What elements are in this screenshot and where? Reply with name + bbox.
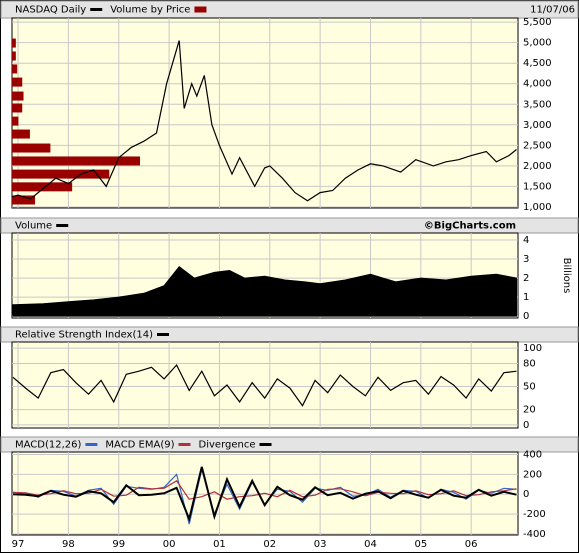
x-tick-label: 99	[112, 539, 125, 550]
series-line	[12, 363, 517, 407]
y-tick-label: 5,500	[523, 17, 552, 28]
x-tick-label: 05	[414, 539, 427, 550]
y-tick-label: 1,000	[523, 202, 552, 213]
y-tick-label: 400	[523, 449, 542, 460]
date: 11/07/06	[530, 5, 575, 16]
legend-label: Volume	[15, 221, 52, 232]
y-tick-label: 0	[523, 489, 529, 500]
plot-area	[11, 17, 519, 209]
y-tick-label: 80	[523, 359, 536, 370]
volume-by-price-bar	[12, 156, 140, 166]
legend-label: NASDAQ Daily	[15, 5, 86, 16]
volume-by-price-bar	[12, 182, 73, 192]
panel-header	[0, 0, 579, 19]
series-line	[11, 40, 517, 202]
plot-area	[11, 341, 519, 429]
volume-by-price-bar	[12, 51, 16, 61]
y-tick-label: 4	[523, 235, 529, 246]
volume-by-price-bar	[12, 64, 18, 74]
volume-by-price-bar	[12, 116, 19, 126]
y-tick-label: 3	[523, 254, 529, 265]
watermark: ©BigCharts.com	[424, 221, 516, 232]
legend-label: MACD EMA(9)	[105, 440, 174, 451]
y-tick-label: 4,000	[523, 79, 552, 90]
y-tick-label: 0	[523, 420, 529, 431]
x-tick-label: 04	[364, 539, 377, 550]
x-tick-label: 06	[465, 539, 478, 550]
legend-label: MACD(12,26)	[15, 440, 82, 451]
x-tick-label: 00	[163, 539, 176, 550]
y-tick-label: 200	[523, 469, 542, 480]
x-tick-label: 03	[314, 539, 327, 550]
legend-swatch	[194, 6, 207, 13]
y-tick-label: 3,000	[523, 120, 552, 131]
legend-label: Volume by Price	[110, 5, 190, 16]
volume-area	[12, 266, 518, 317]
y-tick-label: 2	[523, 273, 529, 284]
series-line	[12, 466, 517, 523]
volume-by-price-bar	[12, 77, 23, 87]
volume-by-price-bar	[12, 38, 16, 48]
y-tick-label: 50	[523, 382, 536, 393]
y-tick-label: 20	[523, 405, 536, 416]
volume-by-price-bar	[12, 143, 51, 153]
y-tick-label: 2,000	[523, 161, 552, 172]
y-tick-label: -400	[523, 529, 546, 540]
legend-label: Divergence	[199, 440, 256, 451]
volume-by-price-bar	[12, 129, 30, 139]
x-tick-label: 98	[62, 539, 75, 550]
volume-by-price-bar	[12, 169, 110, 179]
y-axis-label: Billions	[561, 258, 572, 294]
x-tick-label: 02	[263, 539, 276, 550]
volume-by-price-bar	[12, 103, 23, 113]
y-tick-label: 3,500	[523, 99, 552, 110]
y-tick-label: 1,500	[523, 181, 552, 192]
y-tick-label: -200	[523, 509, 546, 520]
y-tick-label: 100	[523, 343, 542, 354]
volume-by-price-bar	[12, 91, 24, 101]
y-tick-label: 5,000	[523, 38, 552, 49]
y-tick-label: 0	[523, 311, 529, 322]
x-tick-label: 01	[213, 539, 226, 550]
y-tick-label: 2,500	[523, 140, 552, 151]
volume-by-price-bar	[12, 195, 36, 205]
y-tick-label: 1	[523, 292, 529, 303]
y-tick-label: 4,500	[523, 58, 552, 69]
legend-label: Relative Strength Index(14)	[15, 330, 153, 341]
x-tick-label: 97	[12, 539, 25, 550]
